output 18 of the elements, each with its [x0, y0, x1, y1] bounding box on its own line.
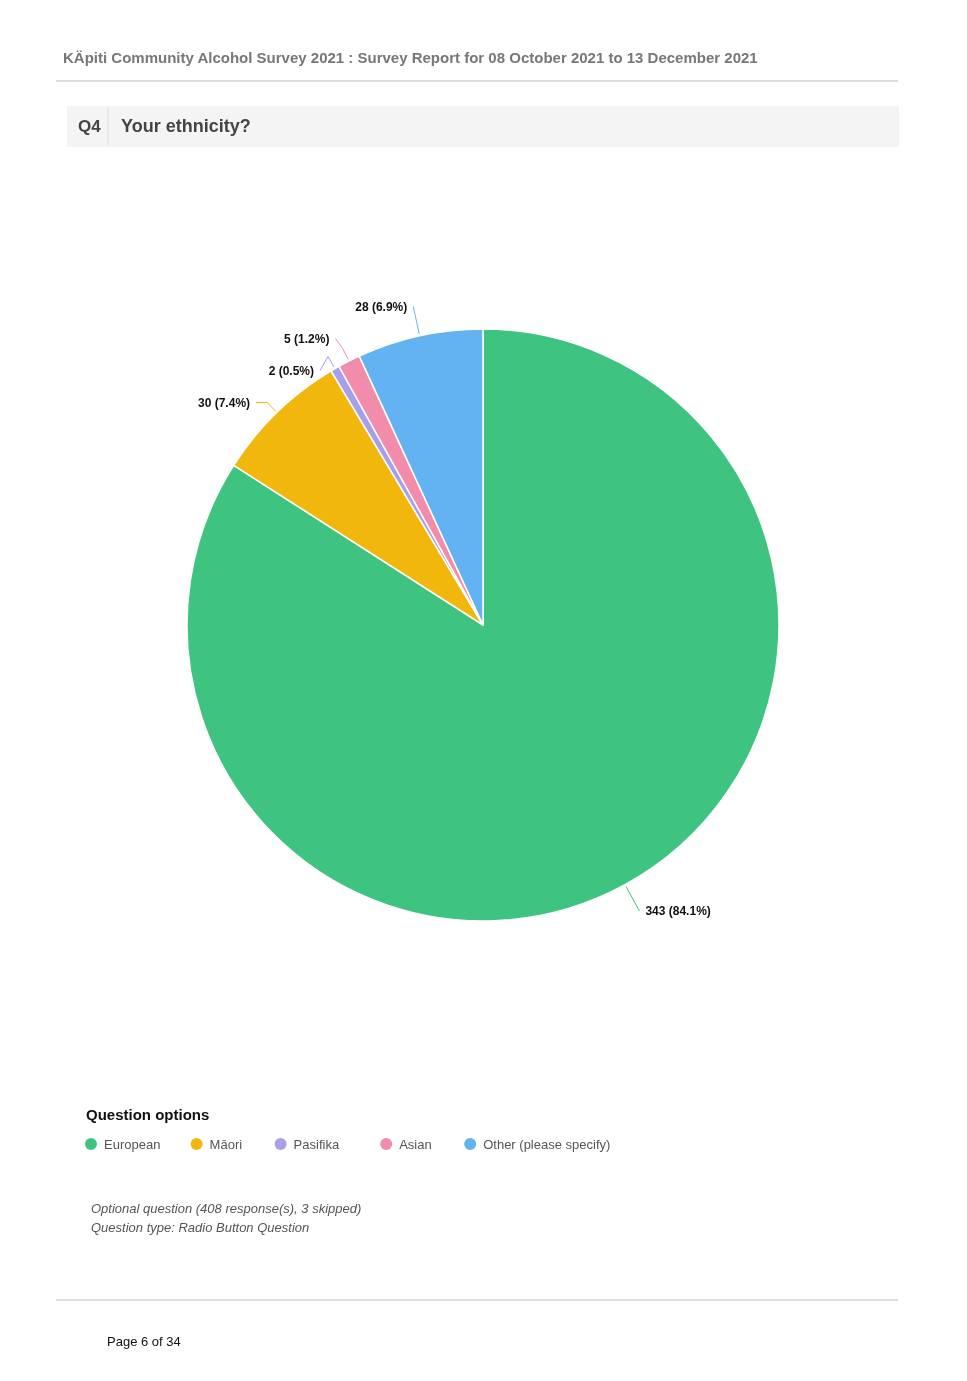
- pie-slice: [186, 328, 780, 922]
- legend-label: Māori: [209, 1137, 243, 1152]
- data-label: 343 (84.1%): [645, 904, 711, 919]
- chart-subtitle: Your ethnicity?: [121, 116, 251, 136]
- data-label: 30 (7.4%): [198, 395, 251, 410]
- legend-title: Question options: [86, 1106, 210, 1123]
- chart-title: KÄpiti Community Alcohol Survey 2021 : Survey Report for 08 October 2021 to 13 December 2021: [63, 49, 758, 66]
- data-label: 28 (6.9%): [355, 299, 408, 314]
- text: Question type: Radio Button Question: [91, 1220, 310, 1235]
- text: Optional question (408 response(s), 3 skipped): [91, 1201, 362, 1216]
- data-label: 2 (0.5%): [268, 363, 314, 378]
- text: Q4: [78, 117, 102, 136]
- legend-label: Asian: [399, 1137, 432, 1152]
- legend-label: European: [104, 1137, 161, 1152]
- text: Page 6 of 34: [107, 1334, 181, 1349]
- legend-label: Other (please specify): [483, 1137, 611, 1152]
- data-label: 5 (1.2%): [284, 331, 330, 346]
- legend-label: Pasifika: [293, 1137, 340, 1152]
